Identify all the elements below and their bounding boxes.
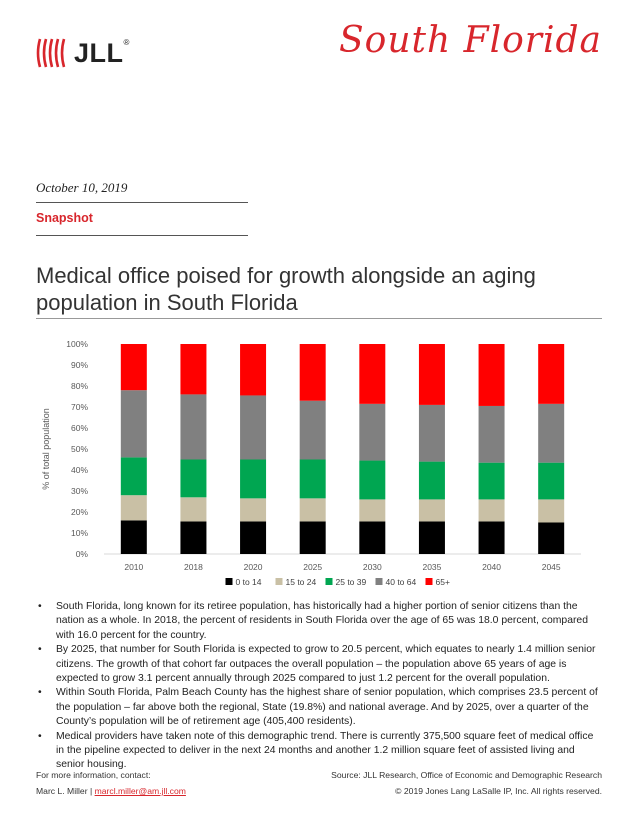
source-note: Source: JLL Research, Office of Economic… <box>331 770 602 780</box>
bar-segment <box>359 499 386 522</box>
population-age-chart: 0% 10% 20% 30% 40% 50% 60% 70% 80% 90% 100% % of to… <box>41 339 581 587</box>
contact-label: For more information, contact: <box>36 770 151 780</box>
brand-name: JLL® <box>74 37 130 68</box>
bar-segment <box>120 457 147 496</box>
x-tick-label: 2035 <box>422 562 441 572</box>
report-date: October 10, 2019 <box>36 180 128 195</box>
x-tick-label: 2010 <box>124 562 143 572</box>
copyright-note: © 2019 Jones Lang LaSalle IP, Inc. All r… <box>395 786 602 796</box>
x-tick-label: 2018 <box>184 562 203 572</box>
divider <box>36 235 248 236</box>
bar-segment <box>538 403 565 463</box>
legend-swatch <box>225 578 233 585</box>
divider <box>36 318 602 319</box>
region-title: South Florida <box>338 20 602 61</box>
bar-segment <box>299 400 326 460</box>
legend-label: 0 to 14 <box>236 577 262 587</box>
bar-segment <box>120 344 147 391</box>
bar-segment <box>180 459 207 498</box>
legend-swatch <box>375 578 383 585</box>
bar-segment <box>359 344 386 404</box>
x-tick-label: 2040 <box>482 562 501 572</box>
contact-email-link[interactable]: marcl.miller@am.jll.com <box>94 786 186 796</box>
bar-segment <box>478 344 505 406</box>
bar-segment <box>299 344 326 401</box>
legend-label: 65+ <box>436 577 450 587</box>
bar-segment <box>418 404 445 462</box>
bar-segment <box>299 498 326 522</box>
contact-name: Marc L. Miller <box>36 786 88 796</box>
x-tick-label: 2030 <box>363 562 382 572</box>
contact-line: Marc L. Miller | marcl.miller@am.jll.com <box>36 786 186 796</box>
y-tick-label: 80% <box>71 381 88 391</box>
contact-separator: | <box>87 786 95 796</box>
bar-segment <box>240 395 267 460</box>
y-axis-label: % of total population <box>41 408 51 490</box>
x-tick-label: 2045 <box>542 562 561 572</box>
bar-segment <box>538 522 565 554</box>
bar-segment <box>180 521 207 554</box>
bar-segment <box>240 521 267 554</box>
bullet-item: South Florida, long known for its retire… <box>36 600 602 643</box>
bar-segment <box>359 460 386 500</box>
bar-segment <box>240 459 267 499</box>
bar-segment <box>478 405 505 463</box>
bullet-item: Medical providers have taken note of thi… <box>36 730 602 773</box>
bar-segment <box>538 344 565 404</box>
y-tick-label: 100% <box>66 339 88 349</box>
bar-segment <box>180 394 207 460</box>
bar-segment <box>359 521 386 554</box>
y-tick-label: 50% <box>71 444 88 454</box>
y-tick-label: 10% <box>71 528 88 538</box>
section-label: Snapshot <box>36 211 93 225</box>
bar-segment <box>418 499 445 522</box>
bar-segment <box>299 521 326 554</box>
y-tick-label: 0% <box>76 549 89 559</box>
divider <box>36 202 248 203</box>
bar-segment <box>299 459 326 499</box>
bar-segment <box>180 497 207 522</box>
bar-segment <box>120 390 147 458</box>
y-tick-label: 70% <box>71 402 88 412</box>
legend-label: 40 to 64 <box>386 577 417 587</box>
bullet-item: Within South Florida, Palm Beach County … <box>36 686 602 729</box>
jll-logo-mark-icon <box>36 38 66 68</box>
bar-segment <box>478 499 505 522</box>
bar-segment <box>359 403 386 461</box>
bar-segment <box>180 344 207 395</box>
y-tick-label: 30% <box>71 486 88 496</box>
legend-swatch <box>425 578 433 585</box>
bar-segment <box>418 344 445 405</box>
legend-label: 25 to 39 <box>336 577 367 587</box>
bar-segment <box>538 462 565 500</box>
bar-segment <box>478 462 505 500</box>
jll-logo: JLL® <box>36 36 146 70</box>
bar-segment <box>120 520 147 554</box>
bar-segment <box>240 344 267 396</box>
legend-swatch <box>275 578 283 585</box>
x-tick-label: 2020 <box>244 562 263 572</box>
x-tick-label: 2025 <box>303 562 322 572</box>
bullet-item: By 2025, that number for South Florida i… <box>36 643 602 686</box>
y-tick-label: 40% <box>71 465 88 475</box>
bar-segment <box>478 521 505 554</box>
bar-segment <box>538 499 565 523</box>
bullet-list: South Florida, long known for its retire… <box>36 600 602 773</box>
page-title: Medical office poised for growth alongsi… <box>36 263 536 315</box>
y-tick-label: 90% <box>71 360 88 370</box>
y-tick-label: 20% <box>71 507 88 517</box>
legend-label: 15 to 24 <box>286 577 317 587</box>
y-tick-label: 60% <box>71 423 88 433</box>
bar-segment <box>418 461 445 500</box>
bar-segment <box>418 521 445 554</box>
bar-segment <box>240 498 267 522</box>
legend-swatch <box>325 578 333 585</box>
bar-segment <box>120 495 147 521</box>
